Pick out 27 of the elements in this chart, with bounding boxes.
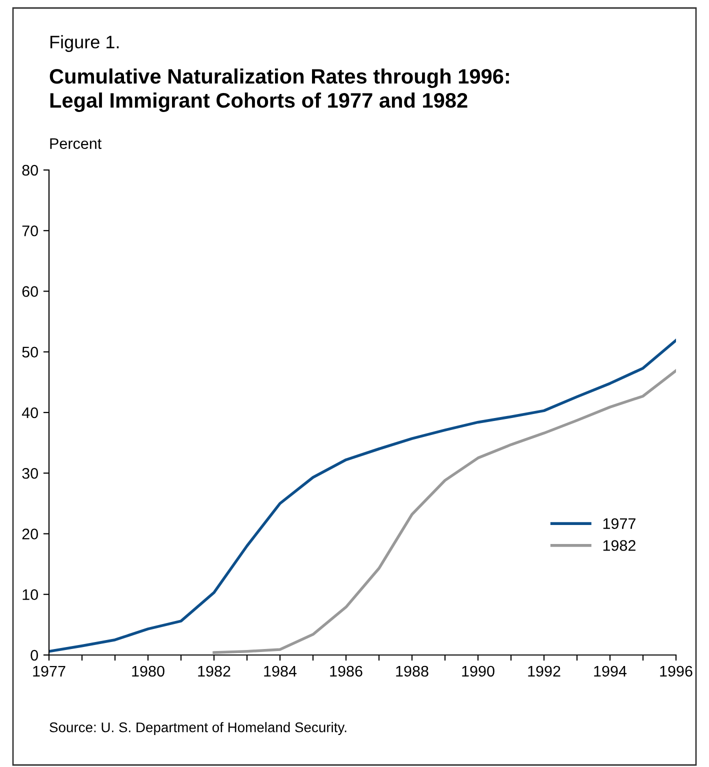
y-tick-label: 80 <box>22 164 38 176</box>
legend-label: 1977 <box>603 518 636 530</box>
y-tick-label: 20 <box>22 528 38 540</box>
y-tick-label: 40 <box>22 407 38 418</box>
legend-label: 1982 <box>603 540 636 551</box>
x-tick-label: 1994 <box>594 666 627 677</box>
x-tick-label: 1977 <box>33 666 66 677</box>
x-tick-label: 1992 <box>528 666 560 677</box>
y-tick-label: 0 <box>30 650 38 661</box>
y-tick-label: 70 <box>22 225 38 236</box>
y-tick-label: 30 <box>22 468 38 479</box>
x-tick-label: 1988 <box>396 666 428 677</box>
x-tick-label: 1984 <box>264 666 297 677</box>
source-note: Source: U. S. Department of Homeland Security. <box>50 722 346 735</box>
x-tick-label: 1996 <box>660 666 692 677</box>
caption: Figure 1. <box>50 35 119 52</box>
y-tick-label: 50 <box>22 346 38 358</box>
x-tick-label: 1986 <box>330 666 362 677</box>
x-tick-label: 1982 <box>198 666 230 677</box>
line-series <box>49 338 676 653</box>
line-series <box>212 369 676 654</box>
x-tick-label: 1980 <box>132 666 164 677</box>
chart-title: Cumulative Naturalization Rates through 1996: Legal Immigrant Cohorts of 1977 and 1982 <box>50 68 509 112</box>
y-tick-label: 10 <box>22 589 38 600</box>
x-tick-label: 1990 <box>462 666 494 677</box>
y-tick-label: 60 <box>22 286 38 297</box>
y-axis-title: Percent <box>50 138 102 149</box>
